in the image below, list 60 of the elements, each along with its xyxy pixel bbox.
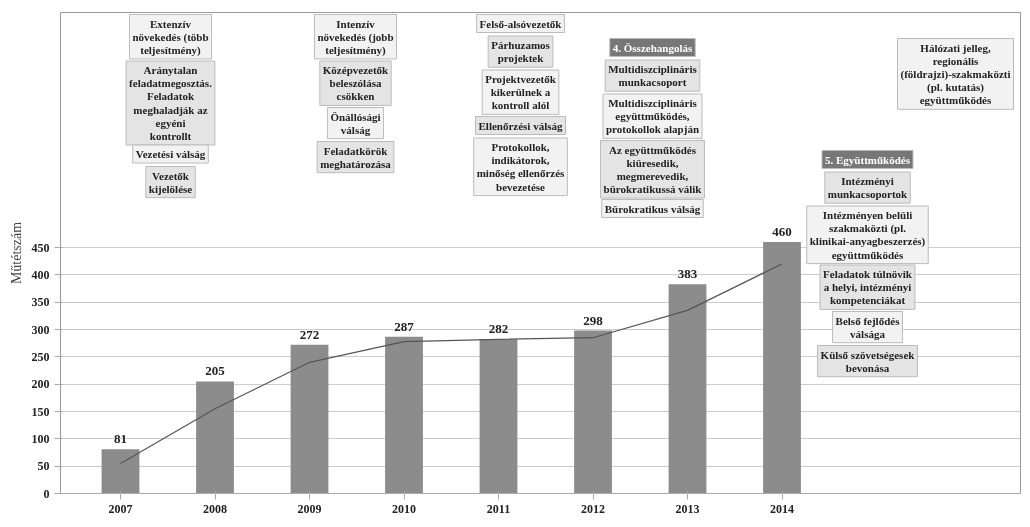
x-tick-label: 2012 [581,501,606,516]
x-tick-label: 2011 [486,501,511,516]
text: Belső fejlődés válsága [835,314,901,340]
y-tick-label: 400 [31,267,50,282]
y-tick-label: 150 [31,404,50,419]
annotation: Feladatok túlnövik a helyi, intézményi kompetenciákat [823,268,913,307]
annotation: Vezetési válság [135,148,206,160]
data-label: 460 [772,224,792,240]
y-tick-label: 0 [43,486,50,501]
data-label: 81 [114,431,128,447]
bar [101,449,140,494]
x-tick-label: 2007 [108,501,133,516]
data-label: 298 [583,312,604,328]
bar [385,336,423,494]
annotation: Extenzív növekedés (több teljesítmény) [132,17,209,57]
x-tick-label: 2009 [297,501,322,516]
y-tick-label: 250 [31,349,50,364]
bar [196,381,234,494]
annotation: Feladatkörök meghatározása [320,144,392,170]
bar [763,242,801,494]
data-label: 383 [677,266,698,282]
data-label: 282 [488,321,509,337]
y-tick-label: 450 [31,240,50,255]
y-tick-label: 50 [37,459,50,474]
annotation: Középvezetők beleszólása csökken [322,64,390,103]
x-tick-label: 2014 [770,501,795,516]
data-label: 205 [205,363,226,379]
annotation: Multidiszciplináris munkacsoport [608,63,698,89]
bar [668,284,707,494]
x-tick-label: 2010 [392,501,417,516]
y-axis-title: Műtétszám [8,221,24,285]
annotation: Párhuzamos projektek [491,39,551,65]
y-tick-label: 350 [31,295,50,310]
annotation: Protokollok, indikátorok, minőség ellenőrzés bevezetése [476,141,566,193]
annotation: 5. Együttműködés [825,153,911,166]
data-label: 272 [299,326,320,342]
annotation: Bürokratikus válság [604,202,701,215]
x-tick-label: 2008 [203,501,228,516]
annotation: Külső szövetségesek bevonása [820,348,916,374]
annotation: Projektvezetők kikerülnek a kontroll alól [485,73,557,112]
data-label: 287 [394,318,415,334]
x-tick-label: 2013 [675,501,700,516]
y-tick-label: 300 [31,322,50,337]
annotation: Ellenőrzési válság [478,119,564,132]
y-tick-label: 200 [31,377,50,392]
bar [574,330,612,494]
annotation: Az együttműködés kiüresedik, megmerevedik, bürokratikussá válik [603,143,703,196]
annotation: Intézményen belüli szakmaközti (pl. klinikai-anyagbeszerzés) együttműködés [809,209,926,261]
annotation: Multidiszciplináris együttműködés, protokollok alapján [605,97,700,136]
annotation: Felső-alsóvezetők [479,17,563,30]
annotation: 4. Összehangolás [612,41,693,54]
annotation: Intézményi munkacsoportok [827,175,909,201]
y-tick-label: 100 [31,431,50,446]
annotation: Vezetők kijelölése [148,169,193,195]
annotation: Önállósági válság [330,110,381,136]
annotation: Aránytalan feladatmegosztás. Feladatok meghaladják az egyéni kontrollt [129,64,213,142]
bar [479,339,518,494]
annotation: Intenzív növekedés (jobb teljesítmény) [317,17,394,57]
text: Hálózati jelleg, regionális (földrajzi)-szakmaközti (pl. kutatás) együttműködés [900,41,1011,107]
bar [290,344,329,494]
